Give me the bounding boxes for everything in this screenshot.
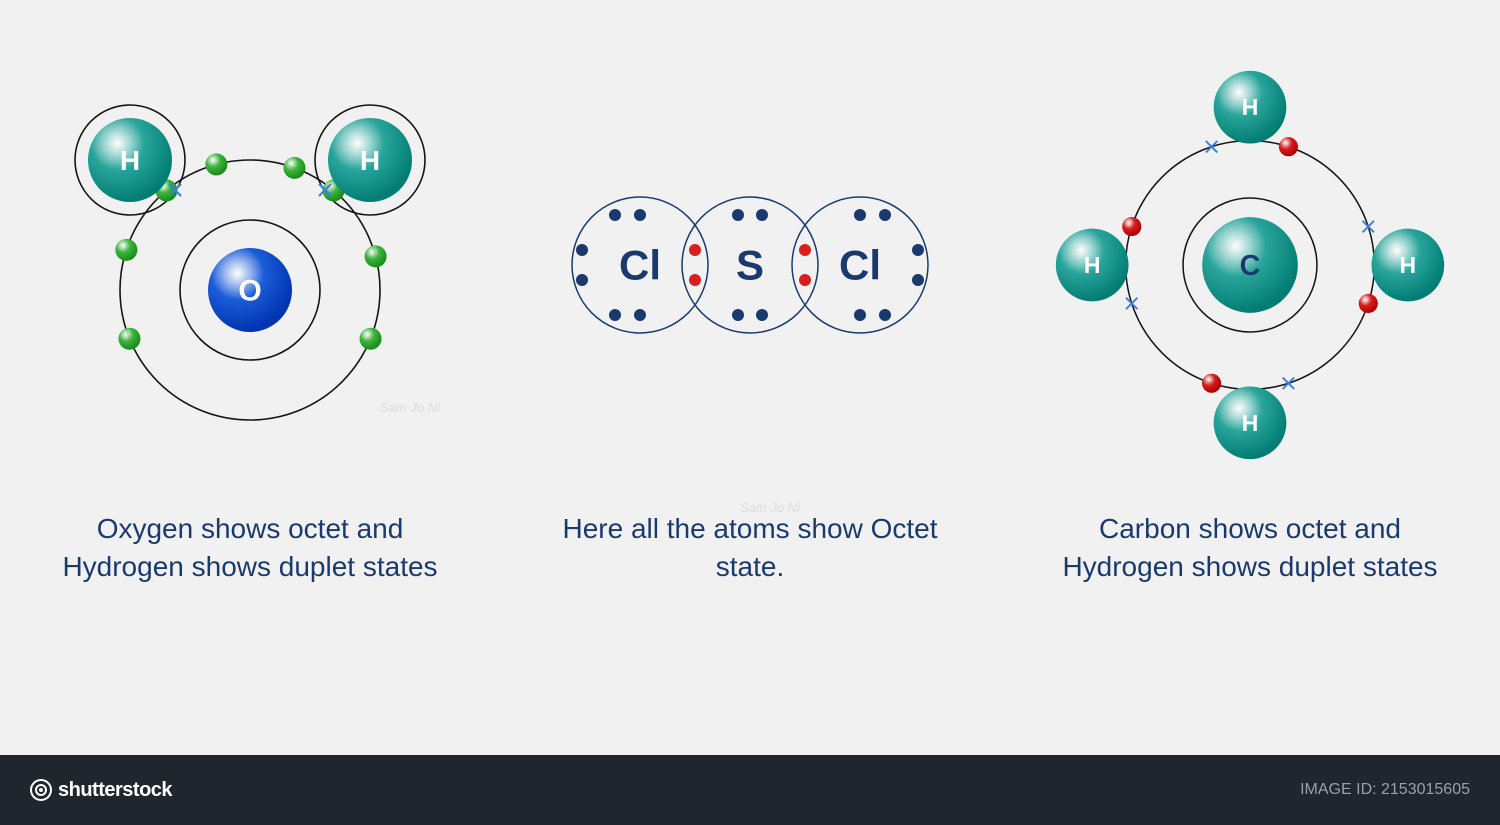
svg-text:H: H <box>1084 252 1101 278</box>
shutterstock-icon <box>30 779 52 801</box>
brand-text: shutterstock <box>58 779 172 802</box>
caption-methane: Carbon shows octet and Hydrogen shows du… <box>1020 510 1480 586</box>
svg-text:C: C <box>1240 250 1261 282</box>
diagram-row: O H H Oxygen shows octet and Hydrogen show… <box>0 0 1500 755</box>
panel-water: O H H Oxygen shows octet and Hydrogen show… <box>20 40 480 586</box>
footer-bar: shutterstock IMAGE ID: 2153015605 <box>0 755 1500 825</box>
svg-text:Cl: Cl <box>839 242 881 289</box>
water-svg: O H H <box>20 45 480 485</box>
svg-text:O: O <box>238 275 261 308</box>
svg-text:H: H <box>1400 252 1417 278</box>
panel-methane: H H H H C Carbon shows octet and Hydrogen sh… <box>1020 40 1480 586</box>
water-diagram: O H H <box>20 40 480 490</box>
svg-text:S: S <box>736 242 764 289</box>
scl2-diagram: Cl S Cl <box>520 40 980 490</box>
svg-text:H: H <box>120 145 140 176</box>
scl2-svg: Cl S Cl <box>520 150 980 380</box>
methane-svg: H H H H C <box>1020 45 1480 485</box>
image-id: IMAGE ID: 2153015605 <box>1300 781 1470 799</box>
caption-water: Oxygen shows octet and Hydrogen shows du… <box>20 510 480 586</box>
caption-scl2: Here all the atoms show Octet state. <box>520 510 980 586</box>
svg-text:H: H <box>1242 410 1259 436</box>
brand-logo: shutterstock <box>30 779 172 802</box>
svg-text:H: H <box>1242 94 1259 120</box>
panel-scl2: Cl S Cl Here all the atoms show Octet stat… <box>520 40 980 586</box>
svg-text:Cl: Cl <box>619 242 661 289</box>
svg-text:H: H <box>360 145 380 176</box>
methane-diagram: H H H H C <box>1020 40 1480 490</box>
